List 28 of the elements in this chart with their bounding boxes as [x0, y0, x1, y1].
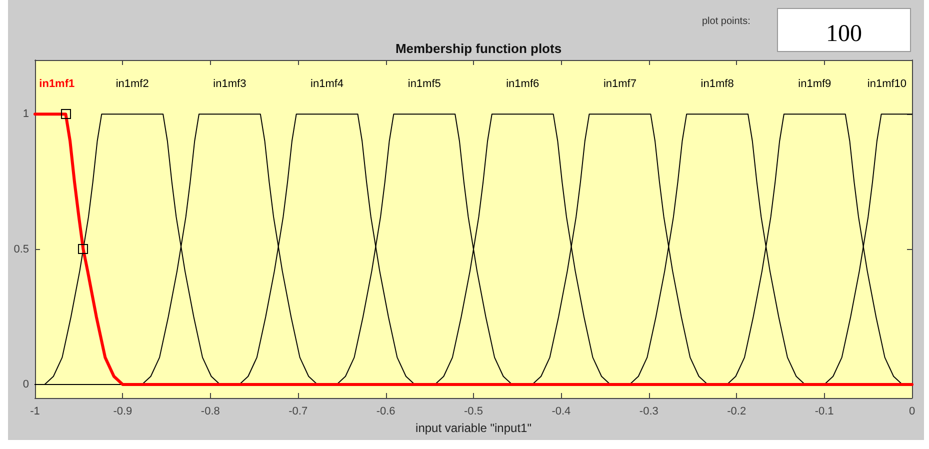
x-tick-label: -1 [30, 406, 40, 418]
text: plot points: [702, 16, 750, 27]
x-tick-label: -0.8 [200, 406, 220, 418]
series-label: in1mf1 [39, 78, 75, 90]
text: in1mf6 [506, 78, 540, 90]
x-tick-label: -0.4 [552, 406, 571, 418]
x-tick-label: -0.5 [464, 406, 483, 418]
text: in1mf8 [700, 78, 734, 90]
x-tick-label: -0.2 [727, 406, 746, 418]
text: in1mf7 [603, 78, 636, 90]
x-tick-label: -0.7 [288, 406, 308, 418]
x-tick-label: -0.9 [113, 406, 132, 418]
text: in1mf3 [213, 78, 246, 90]
x-tick-label: -0.3 [639, 406, 658, 418]
text: in1mf4 [310, 78, 344, 90]
x-axis-title: input variable "input1" [416, 421, 532, 435]
text: in1mf2 [116, 78, 149, 90]
text: in1mf9 [798, 78, 832, 90]
text: in1mf10 [867, 78, 907, 90]
x-tick-label: 0 [908, 406, 916, 418]
text: 100 [777, 8, 911, 52]
x-tick-label: -0.6 [376, 406, 396, 418]
chart-title: Membership function plots [395, 41, 562, 56]
y-tick-label: 1 [22, 108, 29, 120]
text: in1mf5 [408, 78, 441, 90]
x-tick-label: -0.1 [814, 406, 834, 418]
y-tick-label: 0 [22, 378, 29, 390]
y-tick-label: 0.5 [14, 243, 29, 256]
